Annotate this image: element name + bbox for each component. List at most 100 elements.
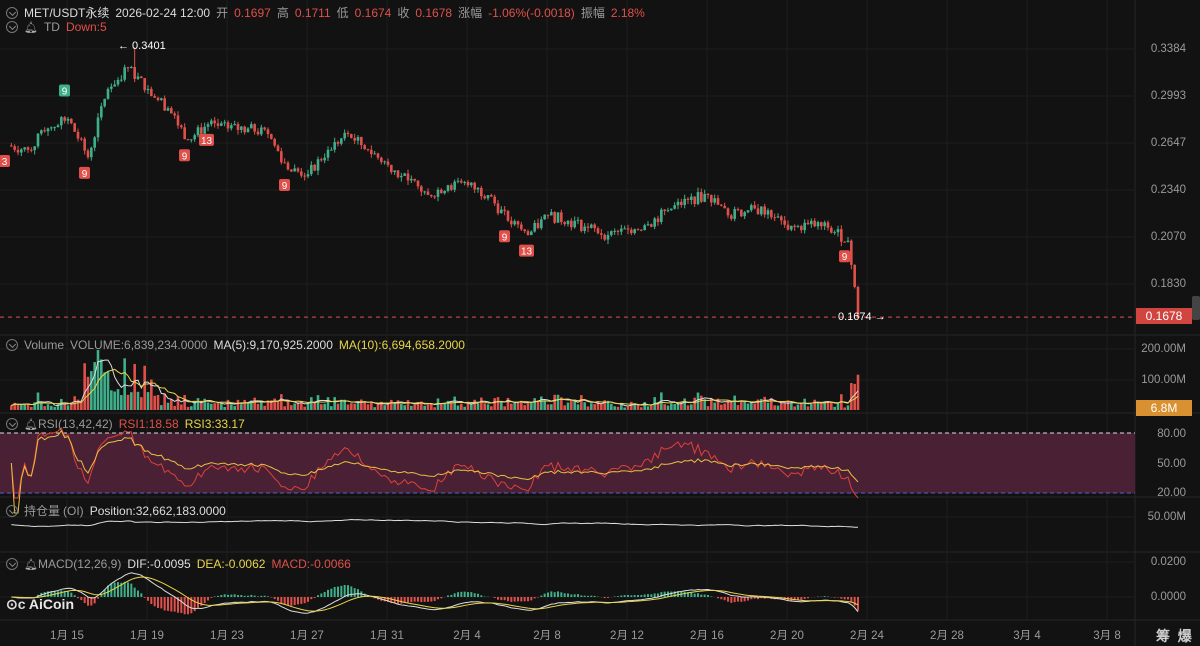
macd-bar: [417, 597, 419, 602]
rsi-label[interactable]: RSI(13,42,42): [37, 417, 113, 431]
bell-icon[interactable]: 🔔︎: [24, 21, 38, 34]
oi-label[interactable]: 持仓量: [24, 504, 61, 518]
volume-bar: [433, 407, 436, 410]
last-price-tag: 0.1678: [1136, 308, 1192, 324]
macd-bar: [320, 593, 323, 597]
macd-bar: [210, 597, 213, 598]
collapse-icon[interactable]: [6, 558, 18, 570]
candle-body: [790, 225, 793, 230]
collapse-icon[interactable]: [6, 339, 18, 351]
macd-bar: [287, 597, 289, 606]
symbol[interactable]: MET/USDT永续: [24, 6, 110, 20]
macd-bar: [463, 591, 466, 597]
candle-body: [796, 226, 800, 228]
td-marker-label: 9: [182, 151, 188, 162]
volume-label[interactable]: Volume: [24, 338, 65, 352]
candle-body: [200, 127, 203, 134]
volume-bar: [333, 397, 336, 410]
candle-body: [166, 108, 170, 111]
volume-bar: [390, 399, 393, 410]
macd-bar: [640, 595, 643, 597]
macd-bar: [260, 595, 263, 597]
candle-body: [646, 224, 650, 226]
td-marker-label: 9: [842, 252, 848, 263]
chip-button[interactable]: 筹: [1156, 628, 1170, 644]
candle-body: [160, 98, 163, 101]
x-tick: 3月 8: [1093, 630, 1121, 642]
td-label[interactable]: TD: [43, 20, 60, 34]
macd-bar: [140, 593, 143, 597]
macd-bar: [707, 594, 709, 597]
liquidation-button[interactable]: 爆: [1177, 628, 1192, 644]
oi-tick: 50.00M: [1147, 511, 1186, 523]
macd-bar: [523, 597, 526, 602]
macd-bar: [233, 594, 236, 597]
macd-bar: [657, 593, 659, 597]
candle-body: [343, 132, 346, 139]
volume-bar: [136, 391, 140, 410]
candle-body: [10, 145, 13, 147]
price-tick: 0.2647: [1150, 137, 1186, 149]
macd-bar: [153, 597, 156, 607]
collapse-icon[interactable]: [6, 418, 18, 430]
volume-bar: [46, 404, 50, 410]
volume-bar: [386, 402, 390, 410]
volume-bar: [133, 364, 136, 410]
macd-bar: [43, 592, 46, 597]
candle-body: [433, 196, 436, 198]
macd-bar: [623, 595, 626, 597]
candle-body: [223, 122, 226, 124]
td-marker: [279, 179, 290, 192]
collapse-icon[interactable]: [6, 6, 18, 19]
volume-bar: [263, 405, 266, 410]
candle-body: [590, 224, 593, 228]
macd-bar: [163, 597, 166, 611]
volume-bar: [666, 405, 670, 410]
bell-icon[interactable]: 🔔︎: [24, 558, 38, 571]
volume-bar: [806, 406, 810, 410]
volume-bar: [656, 403, 660, 410]
macd-bar: [497, 597, 499, 600]
macd-bar: [340, 585, 343, 597]
volume-bar: [150, 379, 153, 410]
macd-bar: [200, 597, 203, 606]
volume-bar: [836, 402, 840, 410]
close-value: 0.1678: [415, 5, 453, 20]
candle-body: [113, 84, 116, 87]
candle-body: [316, 159, 320, 171]
candle-body: [643, 225, 646, 231]
td-marker: [59, 84, 70, 97]
volume-bar: [183, 395, 186, 410]
candle-body: [70, 118, 73, 124]
macd-bar: [113, 582, 116, 597]
collapse-icon[interactable]: [6, 504, 18, 517]
candle-body: [306, 174, 310, 177]
macd-bar: [90, 597, 93, 606]
bell-icon[interactable]: 🔔︎: [24, 418, 38, 431]
candle-body: [490, 195, 493, 197]
candle-body: [266, 129, 270, 135]
candle-body: [746, 210, 750, 213]
macd-bar: [373, 597, 376, 599]
candle-body: [656, 218, 660, 223]
macd-bar: [587, 595, 589, 597]
collapse-icon[interactable]: [6, 21, 18, 33]
volume-bar: [40, 402, 43, 410]
volume-bar: [23, 403, 26, 410]
candle-body: [203, 126, 206, 134]
x-tick: 2月 12: [610, 630, 644, 642]
candle-body: [570, 220, 573, 228]
macd-bar: [220, 595, 223, 597]
candle-body: [370, 149, 373, 155]
candle-body: [583, 226, 586, 232]
macd-label[interactable]: MACD(12,26,9): [37, 557, 122, 571]
volume-bar: [676, 402, 680, 410]
candle-body: [810, 220, 813, 225]
candle-body: [350, 134, 353, 138]
panel-toggle-handle[interactable]: [1192, 296, 1200, 320]
macd-bar: [187, 597, 189, 615]
macd-bar: [603, 597, 606, 599]
volume-bar: [16, 404, 20, 410]
candle-body: [823, 222, 826, 227]
